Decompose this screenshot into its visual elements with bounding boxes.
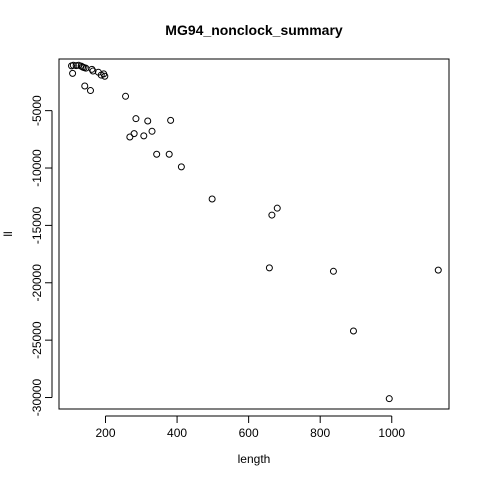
x-axis-label: length	[238, 452, 271, 466]
y-tick-label: -25000	[30, 321, 44, 359]
x-tick-label: 200	[95, 426, 115, 440]
data-point	[265, 264, 273, 272]
data-point	[88, 65, 96, 73]
data-point	[148, 127, 156, 135]
data-point	[434, 266, 442, 274]
data-point	[329, 267, 337, 275]
x-tick-label: 800	[310, 426, 330, 440]
data-point	[177, 163, 185, 171]
y-axis-label: ll	[1, 231, 15, 236]
data-point	[122, 92, 130, 100]
data-point	[69, 61, 77, 69]
y-tick-label: -15000	[30, 206, 44, 244]
data-point	[69, 69, 77, 77]
data-point	[72, 62, 80, 70]
data-point	[385, 395, 393, 403]
y-tick-label: -30000	[30, 379, 44, 417]
y-tick-label: -5000	[30, 95, 44, 126]
data-point	[273, 204, 281, 212]
plot-frame	[58, 58, 450, 410]
data-point	[126, 133, 134, 141]
y-tick-label: -20000	[30, 264, 44, 302]
x-tick-label: 400	[167, 426, 187, 440]
y-tick-label: -10000	[30, 149, 44, 187]
chart-title: MG94_nonclock_summary	[165, 22, 343, 38]
data-point	[208, 195, 216, 203]
data-points	[68, 61, 442, 403]
data-point	[153, 150, 161, 158]
data-point	[144, 117, 152, 125]
data-point	[167, 116, 175, 124]
data-point	[130, 130, 138, 138]
x-axis: 200 400 600 800 1000	[95, 415, 405, 440]
x-tick-label: 600	[239, 426, 259, 440]
x-tick-label: 1000	[378, 426, 405, 440]
data-point	[349, 327, 357, 335]
data-point	[140, 132, 148, 140]
data-point	[86, 87, 94, 95]
data-point	[101, 72, 109, 80]
data-point	[268, 211, 276, 219]
data-point	[132, 115, 140, 123]
data-point	[81, 82, 89, 90]
data-point	[165, 150, 173, 158]
y-axis: -5000 -10000 -15000 -20000 -25000 -30000	[30, 95, 53, 417]
